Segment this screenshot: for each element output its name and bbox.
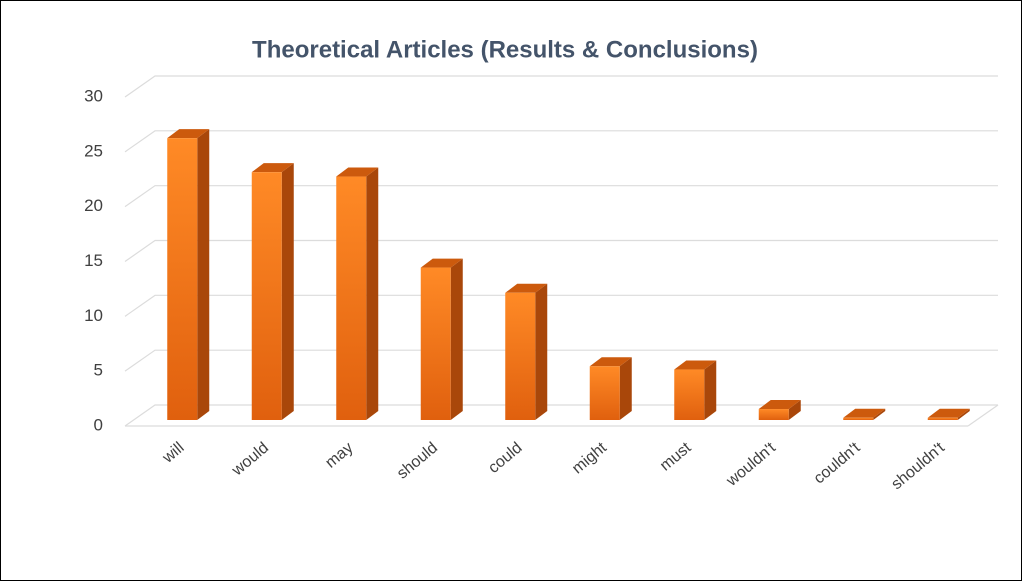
chart-title: Theoretical Articles (Results & Conclusi… xyxy=(252,36,758,63)
bar-side xyxy=(366,167,379,420)
bar-side xyxy=(957,408,970,420)
grid-line xyxy=(124,130,998,153)
bar xyxy=(589,366,620,420)
bar-top xyxy=(167,129,210,139)
grid-line xyxy=(124,75,998,98)
bar-top xyxy=(336,167,379,177)
floor-edge xyxy=(967,404,999,427)
y-tick-label: 0 xyxy=(94,415,103,434)
y-tick-label: 15 xyxy=(84,251,103,270)
y-tick-label: 10 xyxy=(84,306,103,325)
y-tick-label: 20 xyxy=(84,196,103,215)
bar xyxy=(758,409,789,420)
grid-line xyxy=(124,185,998,208)
y-tick-label: 25 xyxy=(84,141,103,160)
bar-top xyxy=(843,408,886,418)
bar xyxy=(674,369,705,420)
y-tick-label: 5 xyxy=(94,361,103,380)
bar xyxy=(167,138,198,420)
bar-side xyxy=(704,360,717,420)
bar-top xyxy=(758,400,801,410)
bar xyxy=(251,172,282,420)
bar-side xyxy=(281,163,294,421)
bar-side xyxy=(873,408,886,420)
grid-line xyxy=(124,404,998,427)
bar-top xyxy=(589,357,632,367)
grid-line xyxy=(124,294,998,317)
bar-top xyxy=(420,258,463,268)
bar xyxy=(505,292,536,420)
bar xyxy=(843,417,874,420)
bar-side xyxy=(197,129,210,420)
grid-line xyxy=(124,239,998,262)
bar-top xyxy=(927,408,970,418)
bar-side xyxy=(535,283,548,420)
bar-top xyxy=(674,360,717,370)
bar-top xyxy=(251,163,294,173)
bar xyxy=(336,176,367,420)
y-tick-label: 30 xyxy=(84,86,103,105)
bar-side xyxy=(788,400,801,420)
bar-side xyxy=(619,357,632,420)
bar-top xyxy=(505,283,548,293)
bar-side xyxy=(450,258,463,420)
bar xyxy=(420,267,451,420)
grid-line xyxy=(124,349,998,372)
bar xyxy=(927,417,958,420)
